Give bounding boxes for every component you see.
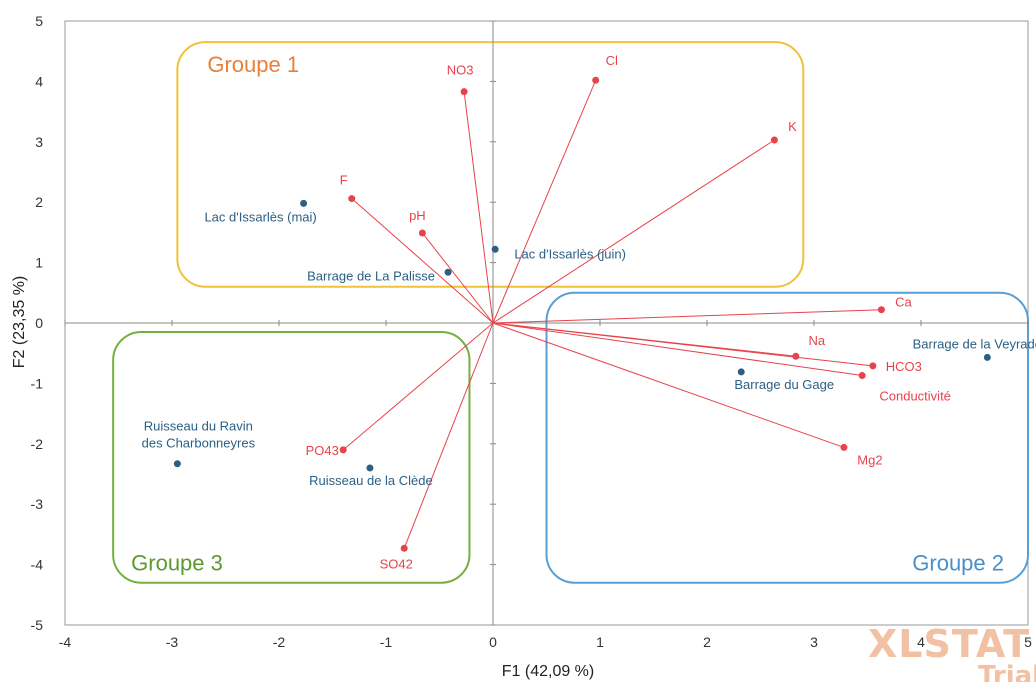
observation-label: Ruisseau du Ravin des Charbonneyres [142, 419, 256, 451]
y-tick-label: -5 [31, 617, 44, 633]
variable-label: Mg2 [857, 452, 882, 467]
observation-label: Barrage de la Veyradeyre [913, 336, 1036, 351]
variable-vector [421, 232, 494, 324]
variable-label: F [340, 173, 348, 188]
x-tick-label: 2 [703, 634, 711, 650]
x-axis-title: F1 (42,09 %) [502, 663, 594, 680]
x-tick-label: -3 [166, 634, 179, 650]
observation-label: Barrage de La Palisse [307, 268, 435, 283]
variable-vector [492, 322, 863, 377]
group-label-1: Groupe 1 [207, 52, 299, 77]
variable-label: Cl [606, 53, 618, 68]
variable-point [792, 352, 800, 360]
variable-point [770, 136, 778, 144]
x-tick-label: -2 [273, 634, 286, 650]
observation-label-line: Ruisseau du Ravin [144, 419, 253, 434]
observation-point [983, 353, 991, 361]
group-box-2 [545, 291, 1029, 584]
observation-label: Lac d'Issarlès (juin) [514, 246, 626, 261]
y-tick-label: 2 [35, 194, 43, 210]
variable-vector [403, 322, 494, 549]
group-box-1 [176, 41, 805, 288]
y-tick-label: 1 [35, 255, 43, 271]
x-tick-label: -1 [380, 634, 393, 650]
tick-labels: -4 -3 -2 -1 0 1 2 3 4 5 -5 -4 -3 -2 -1 0 1 2 3 4 5 [31, 13, 1033, 650]
observation-label-line: des Charbonneyres [142, 436, 256, 451]
x-tick-label: 0 [489, 634, 497, 650]
observation-label: Lac d'Issarlès (mai) [204, 209, 316, 224]
variable-vector [492, 79, 597, 324]
variable-label: SO42 [380, 556, 413, 571]
variable-point [460, 88, 468, 96]
x-tick-label: -4 [59, 634, 72, 650]
group-label-2: Groupe 2 [912, 551, 1004, 576]
y-tick-label: 5 [35, 13, 43, 29]
watermark-sub: Trial [978, 661, 1036, 682]
variable-vector [351, 198, 494, 324]
variable-label: pH [409, 208, 426, 223]
y-tick-label: 4 [35, 73, 43, 89]
y-tick-label: -1 [31, 375, 44, 391]
y-tick-label: -2 [31, 436, 44, 452]
observation-point [173, 460, 181, 468]
variable-point [840, 443, 848, 451]
variable-point [592, 76, 600, 84]
watermark: XLSTAT Trial [868, 622, 1036, 682]
variable-vector [492, 322, 873, 367]
group-boxes: Groupe 1 Groupe 2 Groupe 3 [112, 41, 1029, 584]
watermark-brand: XLSTAT [868, 622, 1030, 666]
y-tick-label: 3 [35, 134, 43, 150]
variable-vector [492, 322, 845, 448]
observation-point [737, 368, 745, 376]
variable-label: K [788, 119, 797, 134]
variable-point [418, 229, 426, 237]
variable-point [348, 195, 356, 203]
variable-vector [492, 309, 882, 324]
group-label-3: Groupe 3 [131, 551, 223, 576]
y-tick-label: -4 [31, 557, 44, 573]
variable-point [858, 372, 866, 380]
observation-point [444, 268, 452, 276]
variable-vectors: NO3 Cl K FpH Ca Na HCO3 Conductivité Mg2 PO43 SO42 [306, 53, 951, 571]
observation-points: Lac d'Issarlès (mai) Lac d'Issarlès (juin… [142, 199, 1036, 488]
y-tick-label: 0 [35, 315, 43, 331]
group-box-3 [112, 331, 471, 584]
observation-label: Barrage du Gage [734, 377, 834, 392]
variable-vector [463, 91, 494, 324]
y-axis-title: F2 (23,35 %) [11, 276, 28, 368]
variable-point [400, 544, 408, 552]
variable-point [877, 306, 885, 314]
variable-label: PO43 [306, 443, 339, 458]
x-tick-label: 5 [1024, 634, 1032, 650]
variable-vector [342, 322, 494, 451]
y-tick-label: -3 [31, 496, 44, 512]
observation-point [366, 464, 374, 472]
variable-label: Ca [895, 295, 912, 310]
observation-point [300, 199, 308, 207]
observation-point [491, 245, 499, 253]
variable-label: NO3 [447, 63, 474, 78]
variable-point [869, 362, 877, 370]
observation-label: Ruisseau de la Clède [309, 473, 433, 488]
variable-label: HCO3 [886, 359, 922, 374]
x-tick-label: 3 [810, 634, 818, 650]
variable-point [339, 446, 347, 454]
x-tick-label: 1 [596, 634, 604, 650]
variable-label: Na [808, 333, 825, 348]
x-tick-label: 4 [917, 634, 925, 650]
variable-vector [492, 139, 775, 324]
variable-label: Conductivité [879, 389, 951, 404]
